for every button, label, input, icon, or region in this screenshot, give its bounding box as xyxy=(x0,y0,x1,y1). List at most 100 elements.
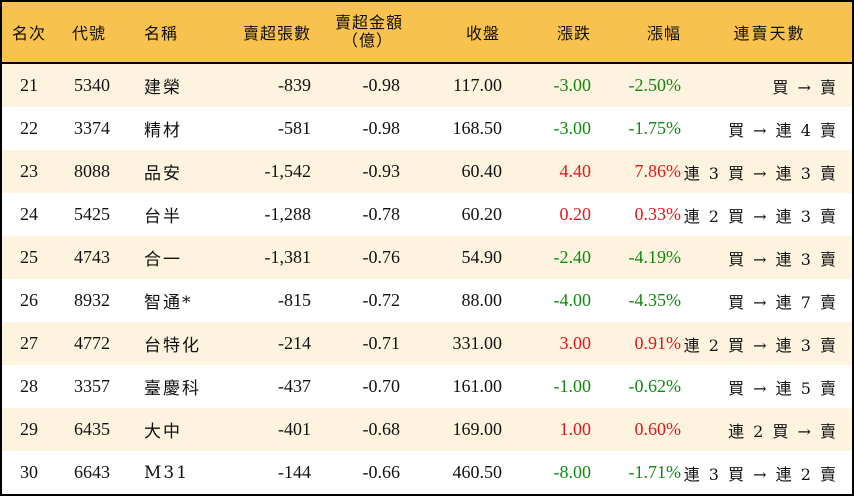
cell-change-pct: -4.19% xyxy=(628,247,682,267)
table-row: 28 3357 臺慶科 -437 -0.70 161.00 -1.00 -0.6… xyxy=(2,365,852,408)
cell-change: -3.00 xyxy=(553,75,592,95)
cell-name: 台半 xyxy=(144,207,182,227)
cell-streak: 連 2 買 → 賣 xyxy=(728,421,838,441)
cell-rank: 30 xyxy=(20,462,38,482)
cell-net-sell-lots: -214 xyxy=(278,333,311,353)
cell-net-sell-amount: -0.98 xyxy=(362,118,401,138)
cell-net-sell-lots: -815 xyxy=(278,290,311,310)
cell-streak: 連 3 買 → 連 2 賣 xyxy=(683,464,838,484)
cell-rank: 23 xyxy=(20,161,38,181)
cell-net-sell-lots: -581 xyxy=(278,118,311,138)
cell-close: 88.00 xyxy=(461,290,503,310)
table-header: 名次 代號 名稱 賣超張數 賣超金額 （億） 收盤 漲跌 漲幅 連賣天數 xyxy=(2,2,852,64)
cell-rank: 24 xyxy=(20,204,38,224)
cell-name: 品安 xyxy=(144,164,182,184)
cell-change-pct: -1.75% xyxy=(628,118,682,138)
cell-close: 169.00 xyxy=(452,419,503,439)
table-row: 23 8088 品安 -1,542 -0.93 60.40 4.40 7.86%… xyxy=(2,150,852,193)
cell-code: 5425 xyxy=(74,204,110,224)
table-row: 24 5425 台半 -1,288 -0.78 60.20 0.20 0.33%… xyxy=(2,193,852,236)
cell-name: 合一 xyxy=(144,250,182,270)
cell-change-pct: 0.91% xyxy=(634,333,682,353)
cell-code: 8932 xyxy=(74,290,110,310)
cell-streak: 連 2 買 → 連 3 賣 xyxy=(683,335,838,355)
cell-code: 3357 xyxy=(74,376,110,396)
cell-net-sell-amount: -0.78 xyxy=(362,204,401,224)
cell-code: 6435 xyxy=(74,419,110,439)
cell-streak: 買 → 連 3 賣 xyxy=(728,249,838,269)
header-close: 收盤 xyxy=(465,24,500,43)
cell-close: 460.50 xyxy=(452,462,503,482)
cell-change-pct: -2.50% xyxy=(628,75,682,95)
header-net-sell-lots: 賣超張數 xyxy=(242,24,311,43)
cell-rank: 21 xyxy=(20,75,38,95)
header-name: 名稱 xyxy=(144,24,179,43)
cell-close: 54.90 xyxy=(461,247,503,267)
cell-net-sell-amount: -0.76 xyxy=(362,247,401,267)
cell-change: -3.00 xyxy=(553,118,592,138)
table-row: 25 4743 合一 -1,381 -0.76 54.90 -2.40 -4.1… xyxy=(2,236,852,279)
cell-change-pct: -1.71% xyxy=(628,462,682,482)
cell-net-sell-amount: -0.98 xyxy=(362,75,401,95)
cell-streak: 買 → 連 5 賣 xyxy=(728,378,838,398)
cell-streak: 連 3 買 → 連 3 賣 xyxy=(683,163,838,183)
header-net-sell-amount: 賣超金額 （億） xyxy=(311,13,404,50)
cell-net-sell-lots: -144 xyxy=(278,462,311,482)
cell-change: -8.00 xyxy=(553,462,592,482)
header-change: 漲跌 xyxy=(556,24,591,43)
cell-change-pct: -0.62% xyxy=(628,376,682,396)
table-row: 21 5340 建榮 -839 -0.98 117.00 -3.00 -2.50… xyxy=(2,64,852,107)
cell-change-pct: 0.33% xyxy=(634,204,682,224)
cell-close: 60.20 xyxy=(461,204,503,224)
cell-rank: 27 xyxy=(20,333,38,353)
cell-streak: 買 → 連 4 賣 xyxy=(728,120,838,140)
header-net-sell-amount-line1: 賣超金額 xyxy=(335,13,404,32)
cell-net-sell-lots: -1,288 xyxy=(264,204,312,224)
cell-net-sell-lots: -401 xyxy=(278,419,311,439)
table-row: 26 8932 智通* -815 -0.72 88.00 -4.00 -4.35… xyxy=(2,279,852,322)
cell-net-sell-amount: -0.66 xyxy=(362,462,401,482)
cell-name: 建榮 xyxy=(144,78,182,98)
cell-name: 大中 xyxy=(144,422,182,442)
cell-change: -2.40 xyxy=(553,247,592,267)
cell-name: 臺慶科 xyxy=(144,379,201,399)
cell-code: 6643 xyxy=(74,462,110,482)
cell-close: 117.00 xyxy=(453,75,502,95)
cell-name: 智通* xyxy=(144,293,193,313)
cell-change: 1.00 xyxy=(559,419,592,439)
header-rank: 名次 xyxy=(12,24,47,43)
cell-rank: 29 xyxy=(20,419,38,439)
cell-streak: 買 → 賣 xyxy=(772,77,838,97)
cell-net-sell-lots: -1,381 xyxy=(264,247,312,267)
cell-close: 161.00 xyxy=(452,376,503,396)
header-code: 代號 xyxy=(72,24,107,43)
cell-streak: 連 2 買 → 連 3 賣 xyxy=(683,206,838,226)
cell-change: 0.20 xyxy=(559,204,592,224)
cell-net-sell-amount: -0.93 xyxy=(362,161,401,181)
cell-rank: 26 xyxy=(20,290,38,310)
cell-net-sell-lots: -1,542 xyxy=(264,161,312,181)
table-body: 21 5340 建榮 -839 -0.98 117.00 -3.00 -2.50… xyxy=(2,64,852,494)
cell-change: -1.00 xyxy=(553,376,592,396)
cell-name: M31 xyxy=(144,462,190,483)
table-row: 22 3374 精材 -581 -0.98 168.50 -3.00 -1.75… xyxy=(2,107,852,150)
header-streak: 連賣天數 xyxy=(733,24,806,43)
cell-change-pct: 7.86% xyxy=(634,161,682,181)
cell-change-pct: -4.35% xyxy=(628,290,682,310)
cell-name: 精材 xyxy=(144,121,182,141)
cell-code: 4743 xyxy=(74,247,110,267)
cell-net-sell-amount: -0.68 xyxy=(362,419,401,439)
cell-streak: 買 → 連 7 賣 xyxy=(728,292,838,312)
cell-change: -4.00 xyxy=(553,290,592,310)
cell-close: 60.40 xyxy=(461,161,503,181)
cell-code: 4772 xyxy=(74,333,110,353)
cell-code: 8088 xyxy=(74,161,110,181)
cell-close: 168.50 xyxy=(452,118,503,138)
cell-change: 3.00 xyxy=(559,333,592,353)
cell-net-sell-amount: -0.70 xyxy=(362,376,401,396)
cell-rank: 28 xyxy=(20,376,38,396)
cell-code: 5340 xyxy=(74,75,110,95)
cell-net-sell-amount: -0.71 xyxy=(362,333,401,353)
header-change-pct: 漲幅 xyxy=(646,24,681,43)
